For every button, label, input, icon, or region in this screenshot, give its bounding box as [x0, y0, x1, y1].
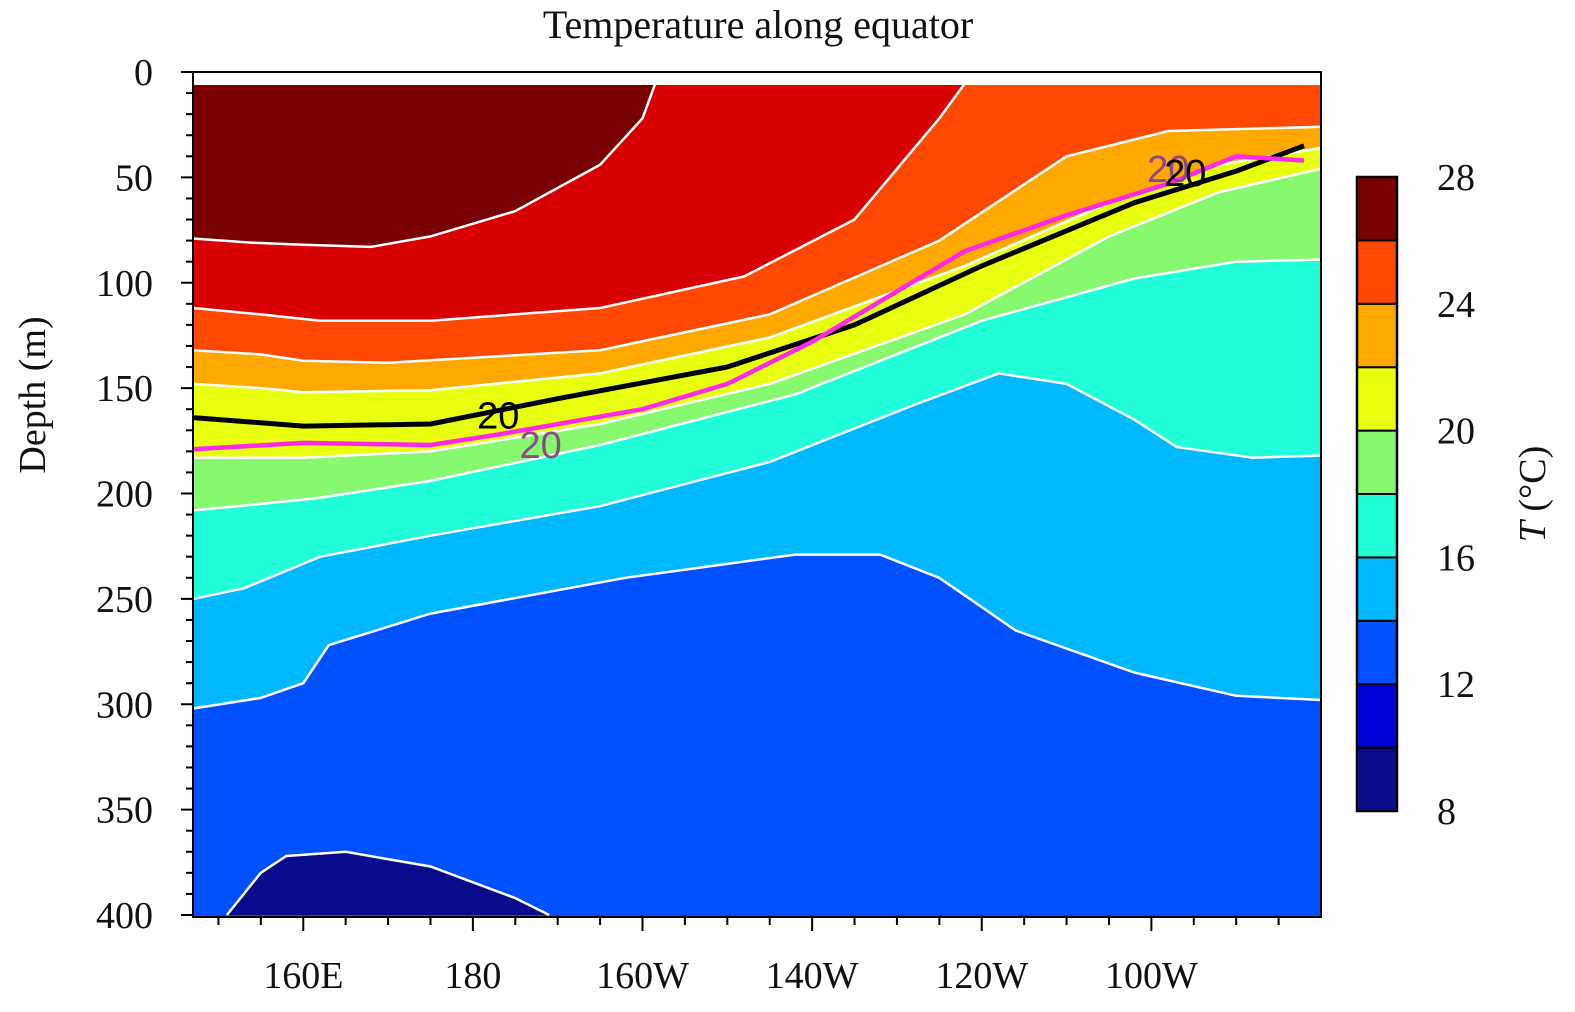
colorbar-band [1356, 619, 1398, 686]
colorbar-band [1356, 239, 1398, 305]
x-tick-label: 120W [935, 955, 1028, 997]
colorbar-tick-label: 12 [1437, 664, 1475, 706]
colorbar-tick-label: 24 [1437, 284, 1475, 326]
y-tick-label: 150 [96, 368, 153, 410]
y-tick-label: 250 [96, 579, 153, 621]
y-tick-label: 400 [96, 895, 153, 937]
contour-label-black-1: 20 [477, 396, 519, 438]
isotherm-24-boundary-line [193, 85, 966, 322]
colorbar-band [1356, 556, 1398, 622]
colorbar-band [1356, 302, 1398, 369]
colorbar-band [1356, 683, 1398, 749]
isotherm-14-boundary-line [193, 372, 1321, 601]
isotherm-22-boundary-line [193, 125, 1321, 365]
temperature-fill-layers [193, 85, 1321, 917]
colorbar-label: T (°C) [1512, 446, 1554, 543]
y-tick-label: 100 [96, 263, 153, 305]
colorbar-label-unit: (°C) [1512, 446, 1554, 521]
y-tick-label: 200 [96, 474, 153, 516]
colorbar-label-symbol: T [1512, 518, 1554, 542]
x-tick-label: 180 [444, 955, 501, 997]
colorbar: 8 12 16 20 24 28 [1355, 157, 1475, 833]
fill-region-below-isotherm-12-boundary [193, 554, 1321, 917]
contour-label-magenta-2: 20 [520, 425, 562, 467]
x-axis: 160E 180 160W 140W 120W 100W [217, 917, 1280, 997]
colorbar-band [1356, 746, 1398, 812]
isotherm-10-boundary-line [225, 850, 550, 917]
colorbar-band [1356, 176, 1398, 242]
x-tick-label: 160E [263, 955, 343, 997]
colorbar-frame [1355, 175, 1399, 813]
isotherm-26-boundary-line [193, 85, 657, 249]
isotherm-12-boundary-line [193, 553, 1321, 710]
y-tick-label: 0 [134, 52, 153, 94]
colorbar-tick-label: 28 [1437, 157, 1475, 199]
x-tick-label: 140W [766, 955, 859, 997]
colorbar-band [1356, 366, 1398, 432]
isotherm-20-lines [193, 143, 1305, 452]
colorbar-band [1356, 493, 1398, 559]
isotherm-contour-lines [193, 85, 1321, 917]
y-tick-label: 350 [96, 790, 153, 832]
x-tick-label: 160W [596, 955, 689, 997]
isotherm-16-boundary-line [193, 258, 1321, 512]
isotherm-20-magenta-line [193, 154, 1305, 452]
x-tick-label: 100W [1105, 955, 1198, 997]
colorbar-tick-label: 20 [1437, 411, 1475, 453]
colorbar-tick-label: 8 [1437, 791, 1456, 833]
contour-label-black-4: 20 [1164, 153, 1206, 195]
isotherm-18-boundary-line [193, 167, 1321, 459]
y-axis-label: Depth (m) [12, 316, 54, 473]
y-axis: 0 50 100 150 200 250 300 350 400 [96, 52, 193, 937]
y-tick-label: 50 [115, 157, 153, 199]
isotherm-20-black-line [193, 143, 1305, 429]
colorbar-band [1356, 429, 1398, 496]
chart-title: Temperature along equator [543, 2, 973, 47]
fill-region-below-isotherm-10-boundary [226, 851, 550, 915]
contour-label-magenta-3: 20 [1147, 149, 1189, 191]
y-tick-label: 300 [96, 684, 153, 726]
colorbar-tick-label: 16 [1437, 537, 1475, 579]
